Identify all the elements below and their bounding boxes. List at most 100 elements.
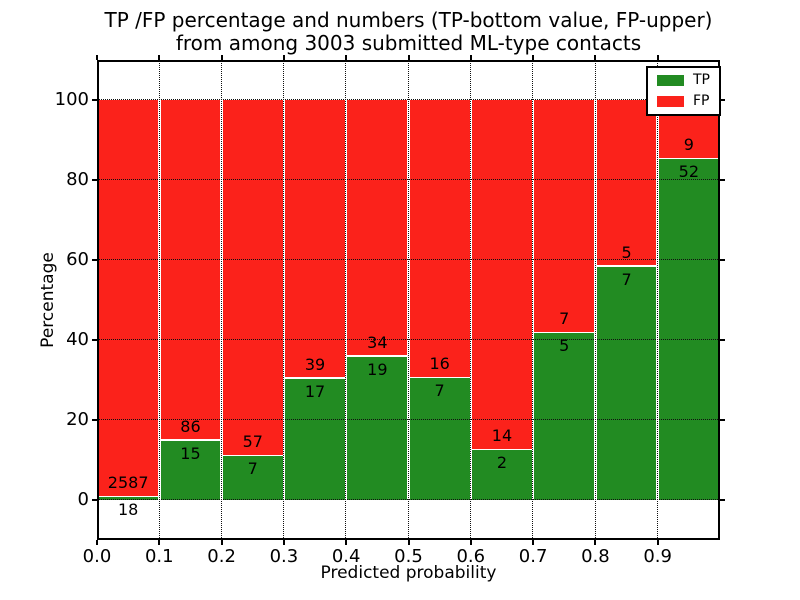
fp-count-label: 39 — [304, 354, 326, 374]
tp-count-label: 17 — [304, 381, 326, 401]
bar-segment-fp — [472, 100, 532, 449]
top-spine — [97, 60, 720, 62]
tp-count-label: 18 — [117, 500, 139, 520]
bar-segment-fp — [285, 100, 345, 378]
chart-title-line-2: from among 3003 submitted ML-type contac… — [175, 31, 642, 55]
tp-count-label: 7 — [247, 459, 258, 479]
bar-segment-tp — [347, 356, 408, 500]
x-tick-label: 0.8 — [581, 546, 610, 567]
tp-count-label: 15 — [180, 443, 201, 463]
x-tick-label: 0.4 — [331, 546, 361, 567]
plot-area: 2587 18 86 15 57 7 39 17 34 19 16 7 14 2 7 5 5 7 9 52 — [97, 60, 720, 540]
y-axis-label: Percentage — [38, 252, 58, 348]
right-spine — [718, 60, 720, 540]
bar-bin — [98, 100, 159, 500]
bar-segment-tp — [472, 450, 532, 500]
x-tick-bottom — [594, 540, 597, 545]
x-tick-top — [532, 55, 535, 60]
x-tick-bottom — [532, 540, 535, 545]
y-tick-label: 60 — [66, 249, 89, 270]
legend-item-fp: FP — [657, 94, 710, 109]
x-tick-top — [656, 55, 659, 60]
x-tick-label: 0.2 — [207, 546, 236, 567]
tp-count-label: 5 — [559, 336, 570, 356]
fp-count-label: 2587 — [107, 473, 149, 493]
v-gridline — [532, 60, 534, 540]
bar-bin — [222, 100, 283, 500]
x-tick-top — [158, 55, 161, 60]
tp-count-label: 52 — [678, 162, 700, 182]
fp-count-label: 5 — [621, 242, 632, 262]
y-tick-left — [92, 499, 97, 501]
y-tick-label: 40 — [66, 329, 89, 350]
y-tick-label: 100 — [54, 89, 89, 110]
legend-item-tp: TP — [657, 73, 710, 88]
fp-count-label: 7 — [559, 309, 570, 329]
v-gridline — [470, 60, 472, 540]
tp-count-label: 19 — [367, 359, 388, 379]
x-tick-bottom — [282, 540, 285, 545]
y-tick-left — [92, 419, 97, 421]
bar-bin — [285, 100, 345, 500]
x-axis-label: Predicted probability — [320, 563, 497, 583]
y-tick-label: 0 — [77, 489, 89, 510]
bar-bin — [472, 100, 532, 500]
fp-count-label: 16 — [429, 354, 450, 374]
v-gridline — [656, 60, 658, 540]
x-tick-top — [96, 55, 98, 60]
v-gridline — [345, 60, 347, 540]
bar-segment-tp — [98, 497, 159, 500]
y-tick-label: 80 — [66, 169, 89, 190]
bar-bin — [596, 100, 657, 500]
x-tick-top — [282, 55, 285, 60]
bar-segment-fp — [98, 100, 159, 496]
legend-label-tp: TP — [693, 72, 710, 88]
x-tick-bottom — [469, 540, 472, 545]
fp-count-label: 34 — [367, 332, 388, 352]
bar-segment-tp — [285, 378, 345, 500]
legend-label-fp: FP — [693, 93, 710, 109]
bottom-spine — [97, 538, 720, 540]
y-tick-left — [92, 179, 97, 181]
x-tick-label: 0.1 — [144, 546, 174, 567]
x-tick-top — [469, 55, 472, 60]
x-tick-label: 0.6 — [456, 546, 486, 567]
y-tick-right — [720, 499, 725, 501]
x-tick-bottom — [345, 540, 348, 545]
tp-color-swatch — [657, 75, 684, 86]
x-tick-bottom — [158, 540, 161, 545]
y-tick-right — [720, 419, 725, 421]
x-tick-top — [220, 55, 223, 60]
bar-segment-tp — [409, 378, 470, 500]
tp-count-label: 7 — [621, 269, 632, 289]
bar-segment-fp — [534, 100, 595, 332]
y-tick-label: 20 — [66, 409, 89, 430]
x-tick-bottom — [407, 540, 410, 545]
y-tick-right — [720, 99, 725, 101]
bar-segment-tp — [160, 440, 221, 500]
tp-count-label: 2 — [496, 453, 508, 472]
y-tick-right — [720, 179, 725, 181]
bar-segment-tp — [596, 266, 657, 500]
x-tick-label: 0.9 — [643, 546, 672, 567]
v-gridline — [283, 60, 285, 540]
x-tick-bottom — [656, 540, 659, 545]
fp-count-label: 86 — [180, 416, 201, 436]
x-tick-label: 0.7 — [518, 546, 548, 567]
bar-segment-tp — [222, 456, 283, 500]
x-tick-label: 0.5 — [394, 546, 423, 567]
v-gridline — [594, 60, 596, 540]
bar-segment-tp — [534, 333, 595, 500]
y-tick-right — [720, 339, 725, 341]
x-tick-bottom — [220, 540, 223, 545]
v-gridline — [220, 60, 222, 540]
v-gridline — [158, 60, 160, 540]
bar-bin — [347, 100, 408, 500]
chart-title-line-1: TP /FP percentage and numbers (TP-bottom… — [104, 8, 713, 32]
fp-color-swatch — [657, 96, 684, 107]
bar-bin — [534, 100, 595, 500]
bar-segment-fp — [409, 100, 470, 377]
bar-segment-fp — [222, 100, 283, 455]
legend: TP FP — [646, 66, 721, 116]
